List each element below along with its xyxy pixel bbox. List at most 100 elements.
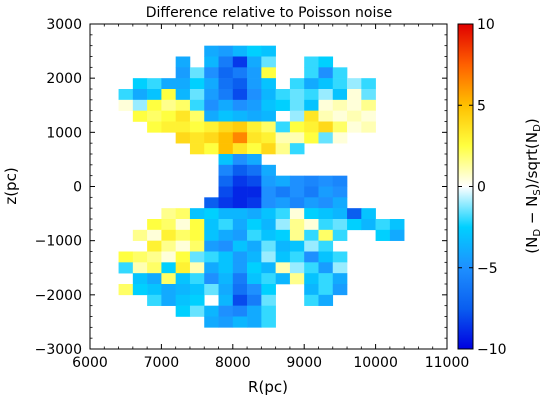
heatmap-cell bbox=[318, 284, 334, 296]
heatmap-cell bbox=[332, 67, 348, 79]
heatmap-cell bbox=[332, 273, 348, 285]
heatmap-cell bbox=[204, 284, 219, 296]
heatmap-cell bbox=[304, 219, 319, 231]
colorbar-ticks: −10 −5 0 5 10 bbox=[458, 17, 507, 358]
heatmap-cell bbox=[261, 99, 276, 111]
heatmap-cell bbox=[189, 219, 205, 231]
heatmap-cell bbox=[275, 99, 291, 111]
heatmap-cell bbox=[318, 89, 334, 101]
heatmap-cell bbox=[261, 89, 276, 101]
heatmap-cell bbox=[247, 294, 262, 306]
heatmap-cell bbox=[318, 78, 334, 90]
y-tick-label: −3000 bbox=[35, 342, 82, 358]
heatmap-cell bbox=[318, 229, 334, 241]
heatmap-cell bbox=[304, 110, 319, 122]
heatmap-cell bbox=[304, 251, 319, 263]
y-axis: −3000 −2000 −1000 0 1000 2000 3000 bbox=[35, 17, 447, 358]
y-tick-label: 3000 bbox=[46, 17, 82, 33]
heatmap-cell bbox=[218, 186, 234, 198]
heatmap-cell bbox=[189, 240, 205, 252]
heatmap-cell bbox=[261, 45, 276, 57]
heatmap-cell bbox=[289, 89, 305, 101]
heatmap-cell bbox=[161, 273, 176, 285]
heatmap-cell bbox=[218, 305, 234, 317]
heatmap-cell bbox=[332, 208, 348, 220]
heatmap-cell bbox=[247, 251, 262, 263]
heatmap-cell bbox=[175, 305, 191, 317]
heatmap-cell bbox=[261, 186, 276, 198]
heatmap-cell bbox=[204, 219, 219, 231]
heatmap-cell bbox=[204, 316, 219, 328]
heatmap-cell bbox=[218, 121, 234, 133]
y-tick-label: −2000 bbox=[35, 288, 82, 304]
y-axis-label: z(pc) bbox=[2, 167, 20, 204]
heatmap-cell bbox=[232, 316, 248, 328]
heatmap-cell bbox=[247, 316, 262, 328]
heatmap-cell bbox=[318, 99, 334, 111]
heatmap-cell bbox=[204, 99, 219, 111]
x-tick-label: 11000 bbox=[425, 355, 470, 371]
heatmap-cell bbox=[304, 99, 319, 111]
x-axis: 6000 7000 8000 9000 10000 11000 bbox=[72, 24, 469, 371]
heatmap-cell bbox=[204, 110, 219, 122]
heatmap-cell bbox=[261, 208, 276, 220]
heatmap-cell bbox=[347, 208, 362, 220]
heatmap-cell bbox=[361, 89, 376, 101]
heatmap-cell bbox=[132, 251, 148, 263]
heatmap-cell bbox=[175, 284, 191, 296]
heatmap-cell bbox=[232, 99, 248, 111]
heatmap-cell bbox=[275, 240, 291, 252]
heatmap-cell bbox=[189, 99, 205, 111]
heatmap-cell bbox=[147, 294, 162, 306]
heatmap-cell bbox=[361, 99, 376, 111]
heatmap-cell bbox=[161, 78, 176, 90]
heatmap-cell bbox=[304, 240, 319, 252]
heatmap-cell bbox=[261, 143, 276, 155]
heatmap-cell bbox=[289, 219, 305, 231]
heatmap-cell bbox=[218, 294, 234, 306]
heatmap-cell bbox=[132, 262, 148, 274]
heatmap-cell bbox=[218, 262, 234, 274]
heatmap-cell bbox=[289, 240, 305, 252]
heatmap-cell bbox=[304, 262, 319, 274]
heatmap-cell bbox=[304, 67, 319, 79]
heatmap-cell bbox=[189, 67, 205, 79]
heatmap-cell bbox=[318, 262, 334, 274]
heatmap-cell bbox=[175, 110, 191, 122]
heatmap-cell bbox=[161, 99, 176, 111]
heatmap-cell bbox=[275, 197, 291, 209]
y-tick-label: 2000 bbox=[46, 71, 82, 87]
heatmap-cell bbox=[189, 110, 205, 122]
heatmap-cell bbox=[261, 251, 276, 263]
heatmap-cell bbox=[332, 110, 348, 122]
chart-title: Difference relative to Poisson noise bbox=[146, 5, 393, 21]
x-axis-label: R(pc) bbox=[248, 378, 288, 396]
colorbar-tick-label: 10 bbox=[477, 17, 495, 33]
heatmap-cell bbox=[204, 251, 219, 263]
heatmap-cell bbox=[304, 208, 319, 220]
heatmap-cell bbox=[247, 175, 262, 187]
heatmap-cell bbox=[332, 132, 348, 144]
heatmap-cell bbox=[232, 208, 248, 220]
heatmap-cell bbox=[261, 78, 276, 90]
heatmap-cell bbox=[318, 132, 334, 144]
heatmap-cell bbox=[261, 305, 276, 317]
heatmap-cell bbox=[247, 305, 262, 317]
y-tick-label: −1000 bbox=[35, 234, 82, 250]
heatmap-cell bbox=[318, 67, 334, 79]
heatmap-cell bbox=[218, 219, 234, 231]
heatmap-cell bbox=[118, 251, 134, 263]
heatmap-cell bbox=[275, 208, 291, 220]
heatmap-cell bbox=[304, 56, 319, 68]
colorbar-tick-label: 0 bbox=[477, 180, 486, 196]
heatmap-cell bbox=[175, 219, 191, 231]
heatmap-cell bbox=[247, 208, 262, 220]
heatmap-cell bbox=[161, 89, 176, 101]
heatmap-cell bbox=[261, 56, 276, 68]
heatmap-cell bbox=[332, 78, 348, 90]
heatmap-cell bbox=[132, 110, 148, 122]
heatmap-cell bbox=[289, 99, 305, 111]
heatmap-cell bbox=[261, 316, 276, 328]
heatmap-cell bbox=[204, 143, 219, 155]
heatmap-cell bbox=[361, 208, 376, 220]
